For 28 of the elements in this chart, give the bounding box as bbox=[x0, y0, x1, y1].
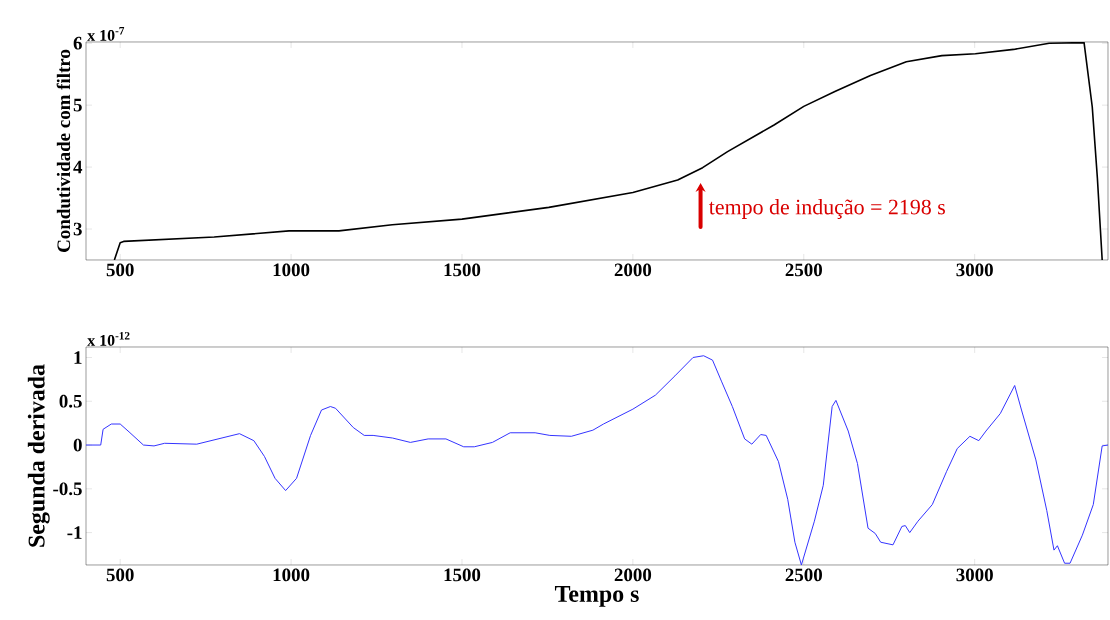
y-tick-label: -1 bbox=[67, 526, 82, 539]
x-axis-title: Tempo s bbox=[554, 586, 639, 607]
x-tick-label: 3000 bbox=[956, 263, 993, 277]
y-axis-title: Condutividade com filtro bbox=[56, 49, 71, 252]
text: x 10$^{-7}$ bbox=[87, 27, 125, 41]
x-tick-label: 1000 bbox=[273, 263, 310, 277]
x-tick-label: 1000 bbox=[273, 568, 310, 582]
y-tick-label: 0.5 bbox=[59, 394, 82, 408]
y-tick-label: 5 bbox=[73, 98, 82, 112]
text: x 10$^{-12}$ bbox=[87, 331, 130, 346]
annotation: tempo de indução = 2198 s bbox=[708, 199, 945, 219]
x-tick-label: 2500 bbox=[785, 263, 822, 277]
line-series bbox=[86, 355, 1108, 565]
y-tick-label: 1 bbox=[74, 351, 82, 364]
y-tick-label: 4 bbox=[73, 160, 83, 174]
x-tick-label: 500 bbox=[106, 263, 134, 277]
x-tick-label: 2000 bbox=[614, 568, 652, 582]
x-tick-label: 500 bbox=[106, 568, 134, 582]
y-axis-title: Segunda derivada bbox=[27, 364, 50, 547]
x-tick-label: 3000 bbox=[956, 568, 993, 582]
y-tick-label: 0 bbox=[73, 438, 82, 452]
x-tick-label: 1500 bbox=[444, 568, 481, 582]
y-tick-label: -0.5 bbox=[53, 482, 82, 496]
x-tick-label: 2000 bbox=[614, 263, 652, 277]
y-tick-label: 6 bbox=[73, 36, 82, 50]
x-tick-label: 2500 bbox=[785, 568, 822, 582]
x-tick-label: 1500 bbox=[444, 263, 481, 277]
y-tick-label: 3 bbox=[73, 222, 82, 236]
